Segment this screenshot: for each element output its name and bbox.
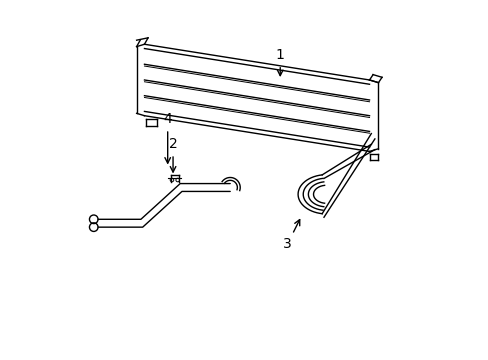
Text: 2: 2 bbox=[168, 137, 177, 172]
Text: 4: 4 bbox=[163, 112, 172, 163]
Text: 1: 1 bbox=[275, 48, 284, 76]
Text: 3: 3 bbox=[283, 220, 299, 251]
